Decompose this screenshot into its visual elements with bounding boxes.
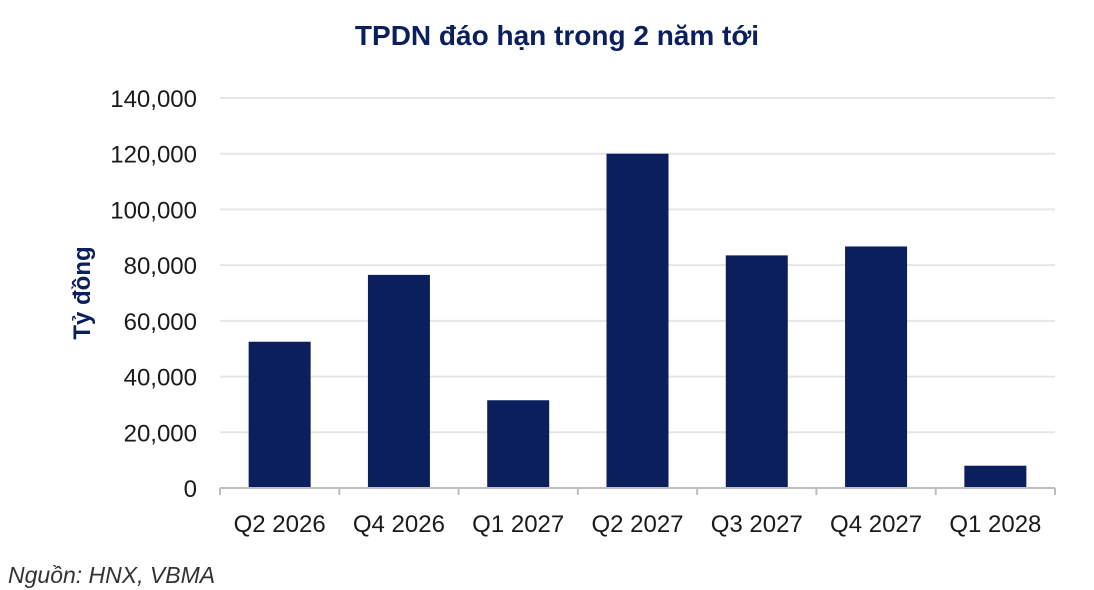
source-note: Nguồn: HNX, VBMA — [8, 562, 215, 588]
bar — [248, 341, 311, 488]
y-axis-label: Tỷ đồng — [69, 246, 96, 339]
x-tick-label: Q1 2027 — [472, 511, 564, 538]
x-tick-label: Q4 2026 — [353, 511, 445, 538]
y-tick-label: 100,000 — [110, 197, 197, 224]
bar — [725, 255, 788, 488]
bar — [487, 400, 550, 488]
y-tick-label: 20,000 — [124, 420, 197, 447]
x-tick-label: Q1 2028 — [949, 511, 1041, 538]
bars — [248, 153, 1027, 488]
x-tick-label: Q4 2027 — [830, 511, 922, 538]
x-tick-label: Q3 2027 — [711, 511, 803, 538]
chart-title: TPDN đáo hạn trong 2 năm tới — [355, 20, 759, 51]
x-axis — [219, 487, 1056, 495]
bar — [606, 153, 669, 488]
x-tick-label: Q2 2027 — [591, 511, 683, 538]
bar — [964, 465, 1027, 488]
y-tick-label: 120,000 — [110, 142, 197, 169]
y-axis-ticks: 0 20,000 40,000 60,000 80,000 100,000 120,000 1… — [110, 86, 197, 503]
y-tick-label: 40,000 — [124, 365, 197, 392]
y-tick-label: 0 — [184, 476, 197, 503]
y-tick-label: 140,000 — [110, 86, 197, 113]
bar — [367, 274, 430, 488]
x-tick-label: Q2 2026 — [234, 511, 326, 538]
bar — [845, 246, 908, 488]
x-axis-ticks: Q2 2026 Q4 2026 Q1 2027 Q2 2027 Q3 2027 Q4 20… — [234, 511, 1042, 538]
y-tick-label: 60,000 — [124, 309, 197, 336]
y-tick-label: 80,000 — [124, 253, 197, 280]
